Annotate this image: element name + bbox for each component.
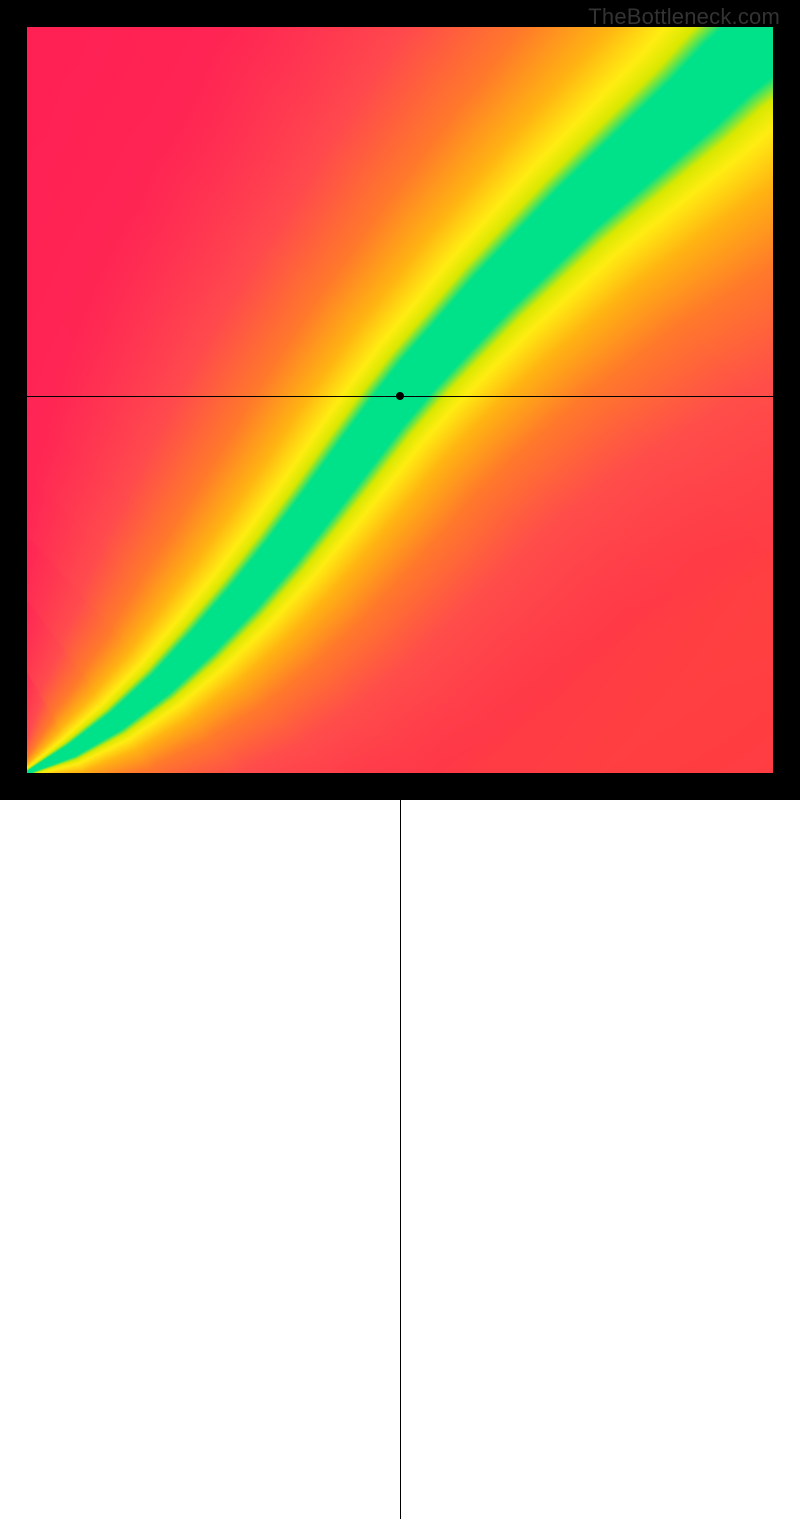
watermark-text: TheBottleneck.com — [588, 4, 780, 30]
crosshair-vertical — [400, 773, 401, 1519]
marker-dot — [396, 392, 404, 400]
chart-container: TheBottleneck.com — [0, 0, 800, 800]
plot-area — [27, 27, 773, 773]
